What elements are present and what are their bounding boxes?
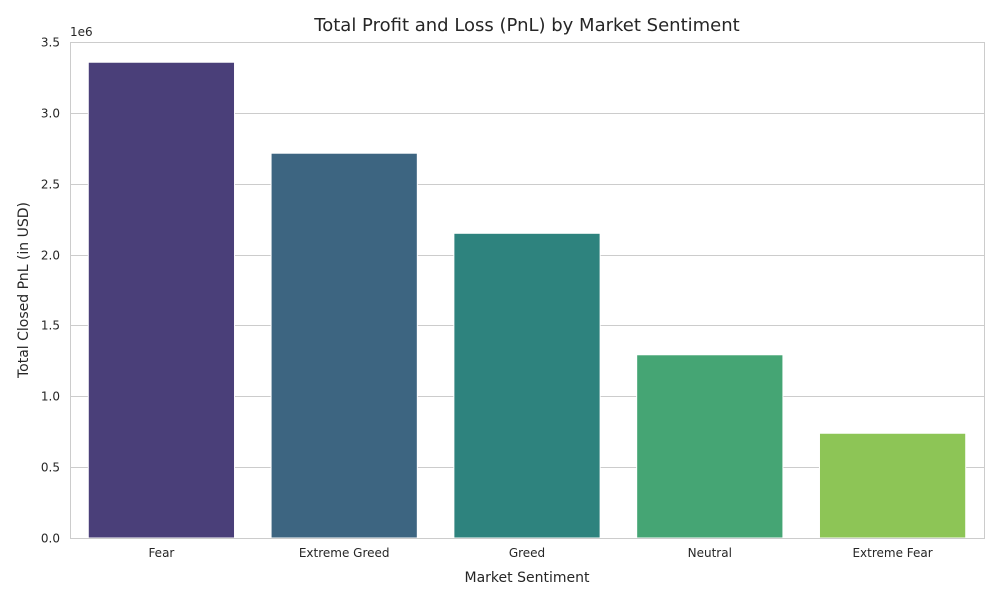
bar-greed [453,232,601,539]
bar-fear [87,61,236,539]
x-tick-label: Neutral [688,546,732,560]
chart-title: Total Profit and Loss (PnL) by Market Se… [313,15,739,36]
y-tick-label: 3.0 [41,107,60,121]
x-tick-label: Fear [148,546,174,560]
plot-frame [70,42,985,539]
x-tick-label: Greed [509,546,545,560]
y-tick-labels: 0.0 0.5 1.0 1.5 2.0 2.5 3.0 3.5 [41,36,60,546]
y-tick-label: 3.5 [41,36,60,50]
bar-extreme-greed [270,152,418,539]
y-tick-label: 0.0 [41,532,60,546]
y-tick-label: 1.5 [41,319,60,333]
x-tick-labels: Fear Extreme Greed Greed Neutral Extreme Fea… [148,546,932,560]
y-tick-label: 1.0 [41,390,60,404]
x-tick-label: Extreme Fear [852,546,932,560]
bar-extreme-fear [818,432,967,539]
x-tick-label: Extreme Greed [299,546,390,560]
y-tick-label: 0.5 [41,461,60,475]
bars [87,61,967,539]
y-axis-label: Total Closed PnL (in USD) [16,202,32,379]
x-axis-label: Market Sentiment [465,570,590,586]
bar-neutral [636,354,784,539]
y-tick-label: 2.5 [41,178,60,192]
y-offset-text: 1e6 [70,25,93,39]
y-tick-label: 2.0 [41,249,60,263]
